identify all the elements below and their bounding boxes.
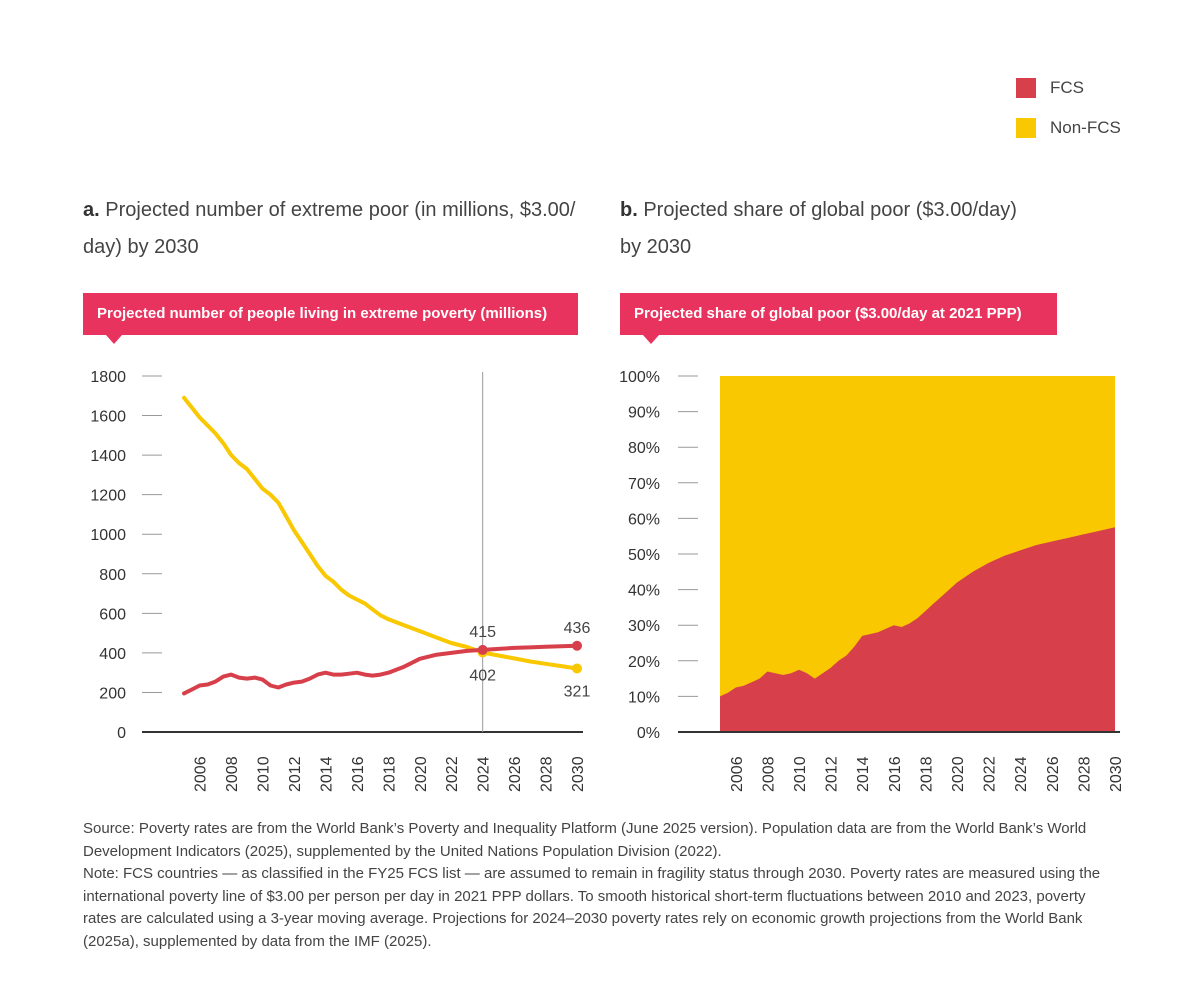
x-tick-label: 2020 bbox=[413, 756, 430, 792]
marker-nonfcs-2030 bbox=[572, 663, 582, 674]
y-tick-label: 60% bbox=[628, 511, 660, 528]
data-label-321: 321 bbox=[564, 684, 591, 701]
panel-b-title-line1: Projected share of global poor ($3.00/da… bbox=[643, 199, 1017, 221]
x-tick-label: 2018 bbox=[918, 756, 935, 792]
y-tick-label: 600 bbox=[99, 606, 126, 623]
y-tick-label: 20% bbox=[628, 654, 660, 671]
panel-a-title: a. Projected number of extreme poor (in … bbox=[83, 192, 603, 266]
y-tick-label: 30% bbox=[628, 618, 660, 635]
series-line-nonfcs bbox=[182, 395, 579, 671]
panel-b-letter: b. bbox=[620, 199, 638, 221]
y-tick-label: 400 bbox=[99, 646, 126, 663]
footnote-note: Note: FCS countries — as classified in t… bbox=[83, 865, 1101, 950]
x-tick-label: 2030 bbox=[570, 756, 587, 792]
y-tick-label: 40% bbox=[628, 583, 660, 600]
x-tick-label: 2024 bbox=[476, 756, 493, 792]
y-tick-label: 70% bbox=[628, 476, 660, 493]
y-tick-label: 200 bbox=[99, 685, 126, 702]
x-tick-label: 2022 bbox=[982, 756, 999, 792]
x-tick-label: 2012 bbox=[287, 756, 304, 792]
panel-a-title-line2: day) by 2030 bbox=[83, 236, 199, 258]
y-tick-label: 100% bbox=[619, 369, 660, 386]
y-tick-label: 1600 bbox=[90, 409, 126, 426]
x-tick-label: 2016 bbox=[887, 756, 904, 792]
data-label-402: 402 bbox=[469, 667, 496, 684]
panel-b-title-line2: by 2030 bbox=[620, 236, 692, 258]
y-tick-label: 80% bbox=[628, 440, 660, 457]
x-tick-label: 2022 bbox=[444, 756, 461, 792]
panel-b-chart-title-badge: Projected share of global poor ($3.00/da… bbox=[620, 293, 1057, 335]
legend-item-nonfcs: Non-FCS bbox=[1016, 118, 1121, 138]
footnote-source: Source: Poverty rates are from the World… bbox=[83, 820, 1087, 860]
legend-item-fcs: FCS bbox=[1016, 78, 1084, 98]
panel-a-title-line1: Projected number of extreme poor (in mil… bbox=[105, 199, 576, 221]
legend-swatch-nonfcs bbox=[1016, 118, 1036, 138]
footnote: Source: Poverty rates are from the World… bbox=[83, 818, 1123, 953]
x-tick-label: 2016 bbox=[350, 756, 367, 792]
x-tick-label: 2030 bbox=[1108, 756, 1125, 792]
marker-fcs-2030 bbox=[572, 640, 582, 651]
chart-a-line: 0 200 400 600 800 1000 1200 1400 1600 1800 2006 200… bbox=[90, 369, 591, 792]
chart-b-area: 0% 10% 20% 30% 40% 50% 60% 70% 80% 90% 100% 2006 200… bbox=[619, 369, 1125, 792]
y-tick-label: 800 bbox=[99, 567, 126, 584]
y-tick-label: 10% bbox=[628, 689, 660, 706]
x-tick-label: 2018 bbox=[381, 756, 398, 792]
x-tick-label: 2006 bbox=[193, 756, 210, 792]
y-tick-label: 1400 bbox=[90, 448, 126, 465]
x-tick-label: 2012 bbox=[824, 756, 841, 792]
x-tick-label: 2024 bbox=[1013, 756, 1030, 792]
x-tick-label: 2028 bbox=[539, 756, 556, 792]
x-tick-label: 2028 bbox=[1076, 756, 1093, 792]
panel-b-title: b. Projected share of global poor ($3.00… bbox=[620, 192, 1140, 266]
panel-b-badge-tail bbox=[643, 335, 659, 344]
panel-a-letter: a. bbox=[83, 199, 100, 221]
x-tick-label: 2026 bbox=[507, 756, 524, 792]
x-tick-label: 2020 bbox=[950, 756, 967, 792]
x-tick-label: 2008 bbox=[224, 756, 241, 792]
data-label-436: 436 bbox=[564, 620, 591, 637]
panel-a-chart-title-badge: Projected number of people living in ext… bbox=[83, 293, 578, 335]
y-tick-label: 0 bbox=[117, 725, 126, 742]
data-label-415: 415 bbox=[469, 624, 496, 641]
series-line-fcs bbox=[182, 643, 579, 696]
x-tick-label: 2014 bbox=[855, 756, 872, 792]
area-fcs bbox=[720, 527, 1115, 732]
marker-fcs-2024 bbox=[477, 644, 488, 655]
x-tick-label: 2010 bbox=[792, 756, 809, 792]
x-tick-label: 2014 bbox=[318, 756, 335, 792]
x-tick-label: 2010 bbox=[256, 756, 273, 792]
y-tick-label: 1000 bbox=[90, 527, 126, 544]
x-tick-label: 2008 bbox=[760, 756, 777, 792]
legend-label-fcs: FCS bbox=[1050, 78, 1084, 97]
y-tick-label: 1200 bbox=[90, 488, 126, 505]
y-tick-label: 1800 bbox=[90, 369, 126, 386]
y-tick-label: 50% bbox=[628, 547, 660, 564]
y-tick-label: 0% bbox=[637, 725, 660, 742]
legend-label-nonfcs: Non-FCS bbox=[1050, 118, 1121, 137]
y-tick-label: 90% bbox=[628, 405, 660, 422]
x-tick-label: 2006 bbox=[729, 756, 746, 792]
x-tick-label: 2026 bbox=[1045, 756, 1062, 792]
legend-swatch-fcs bbox=[1016, 78, 1036, 98]
panel-a-badge-tail bbox=[106, 335, 122, 344]
